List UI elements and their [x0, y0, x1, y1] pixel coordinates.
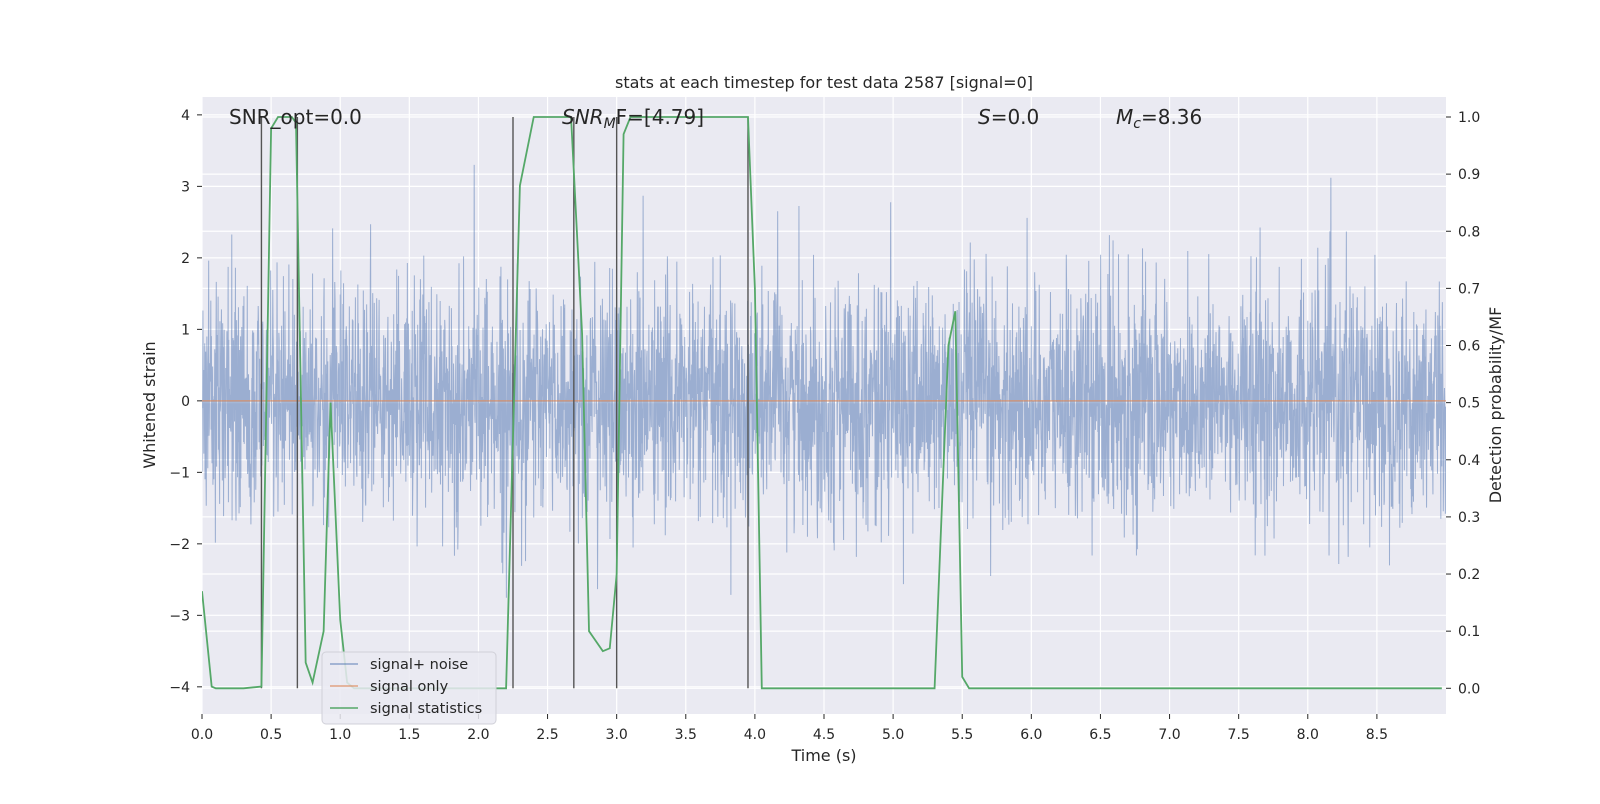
- x-tick-label: 4.5: [813, 727, 835, 743]
- y-left-tick-label: 1: [181, 322, 190, 338]
- y-left-tick-label: 0: [181, 394, 190, 410]
- chart-title: stats at each timestep for test data 258…: [615, 73, 1033, 92]
- y-left-tick-label: −4: [169, 680, 190, 696]
- x-tick-label: 1.0: [329, 727, 351, 743]
- annotation-mc: Mc=8.36: [1116, 105, 1202, 132]
- legend-box: [321, 651, 497, 725]
- x-tick-label: 3.0: [606, 727, 628, 743]
- y-right-tick-label: 0.2: [1458, 567, 1480, 583]
- y-left-tick-label: −1: [169, 465, 190, 481]
- annotation-s: S=0.0: [978, 105, 1039, 129]
- x-axis-ticks: 0.0 0.5 1.0 1.5 2.0 2.5 3.0 3.5 4.0 4.5 5.0 5.5 6.0 6…: [191, 714, 1388, 743]
- legend-label-signal-statistics: signal statistics: [370, 701, 482, 717]
- y-right-tick-label: 0.4: [1458, 453, 1480, 469]
- y-left-tick-label: −2: [169, 537, 190, 553]
- y-left-tick-label: −3: [169, 608, 190, 624]
- x-tick-label: 4.0: [744, 727, 766, 743]
- annotation-snr-mf: SNRMF=[4.79]: [562, 105, 704, 132]
- y-right-tick-label: 0.0: [1458, 681, 1480, 697]
- x-tick-label: 8.5: [1366, 727, 1388, 743]
- y-left-axis-ticks: 4 3 2 1 0 −1 −2 −3 −4: [169, 108, 202, 696]
- legend: signal+ noise signal only signal statist…: [321, 651, 497, 725]
- legend-label-signal-plus-noise: signal+ noise: [370, 657, 468, 673]
- annotation-snr-mf-pre: SNR: [562, 105, 604, 129]
- x-tick-label: 1.5: [398, 727, 420, 743]
- y-left-axis-label: Whitened strain: [140, 341, 159, 468]
- x-axis-label: Time (s): [790, 746, 856, 765]
- annotation-s-value: =0.0: [991, 105, 1040, 129]
- series-signal-plus-noise: [202, 164, 1446, 598]
- x-tick-label: 5.5: [951, 727, 973, 743]
- annotation-snr-opt: SNR_opt=0.0: [229, 105, 362, 129]
- x-tick-label: 2.5: [536, 727, 558, 743]
- annotation-snr-mf-sub: M: [604, 116, 616, 132]
- y-right-axis-ticks: 1.0 0.9 0.8 0.7 0.6 0.5 0.4 0.3 0.2 0.1 0.0: [1446, 110, 1480, 697]
- x-tick-label: 0.5: [260, 727, 282, 743]
- x-tick-label: 0.0: [191, 727, 213, 743]
- y-right-tick-label: 0.8: [1458, 224, 1480, 240]
- x-tick-label: 8.0: [1297, 727, 1319, 743]
- y-left-tick-label: 2: [181, 251, 190, 267]
- y-left-tick-label: 4: [181, 108, 190, 124]
- x-tick-label: 6.5: [1089, 727, 1111, 743]
- y-right-axis-label: Detection probability/MF: [1486, 307, 1505, 504]
- annotation-s-label: S: [978, 105, 991, 129]
- legend-label-signal-only: signal only: [370, 679, 449, 695]
- annotation-mc-sub: c: [1133, 116, 1141, 132]
- x-tick-label: 6.0: [1020, 727, 1042, 743]
- annotation-snr-mf-post: F=[4.79]: [616, 105, 704, 129]
- y-right-tick-label: 0.1: [1458, 624, 1480, 640]
- x-tick-label: 3.5: [675, 727, 697, 743]
- series-signal-statistics: [202, 116, 1442, 690]
- y-right-tick-label: 0.6: [1458, 339, 1480, 355]
- annotation-mc-value: =8.36: [1141, 105, 1202, 129]
- y-right-tick-label: 0.7: [1458, 281, 1480, 297]
- x-tick-label: 7.5: [1228, 727, 1250, 743]
- y-right-tick-label: 1.0: [1458, 110, 1480, 126]
- y-right-tick-label: 0.5: [1458, 396, 1480, 412]
- x-tick-label: 7.0: [1158, 727, 1180, 743]
- x-tick-label: 2.0: [467, 727, 489, 743]
- y-right-tick-label: 0.3: [1458, 510, 1480, 526]
- y-left-tick-label: 3: [181, 179, 190, 195]
- x-tick-label: 5.0: [882, 727, 904, 743]
- annotation-mc-label: M: [1116, 105, 1133, 129]
- y-right-tick-label: 0.9: [1458, 167, 1480, 183]
